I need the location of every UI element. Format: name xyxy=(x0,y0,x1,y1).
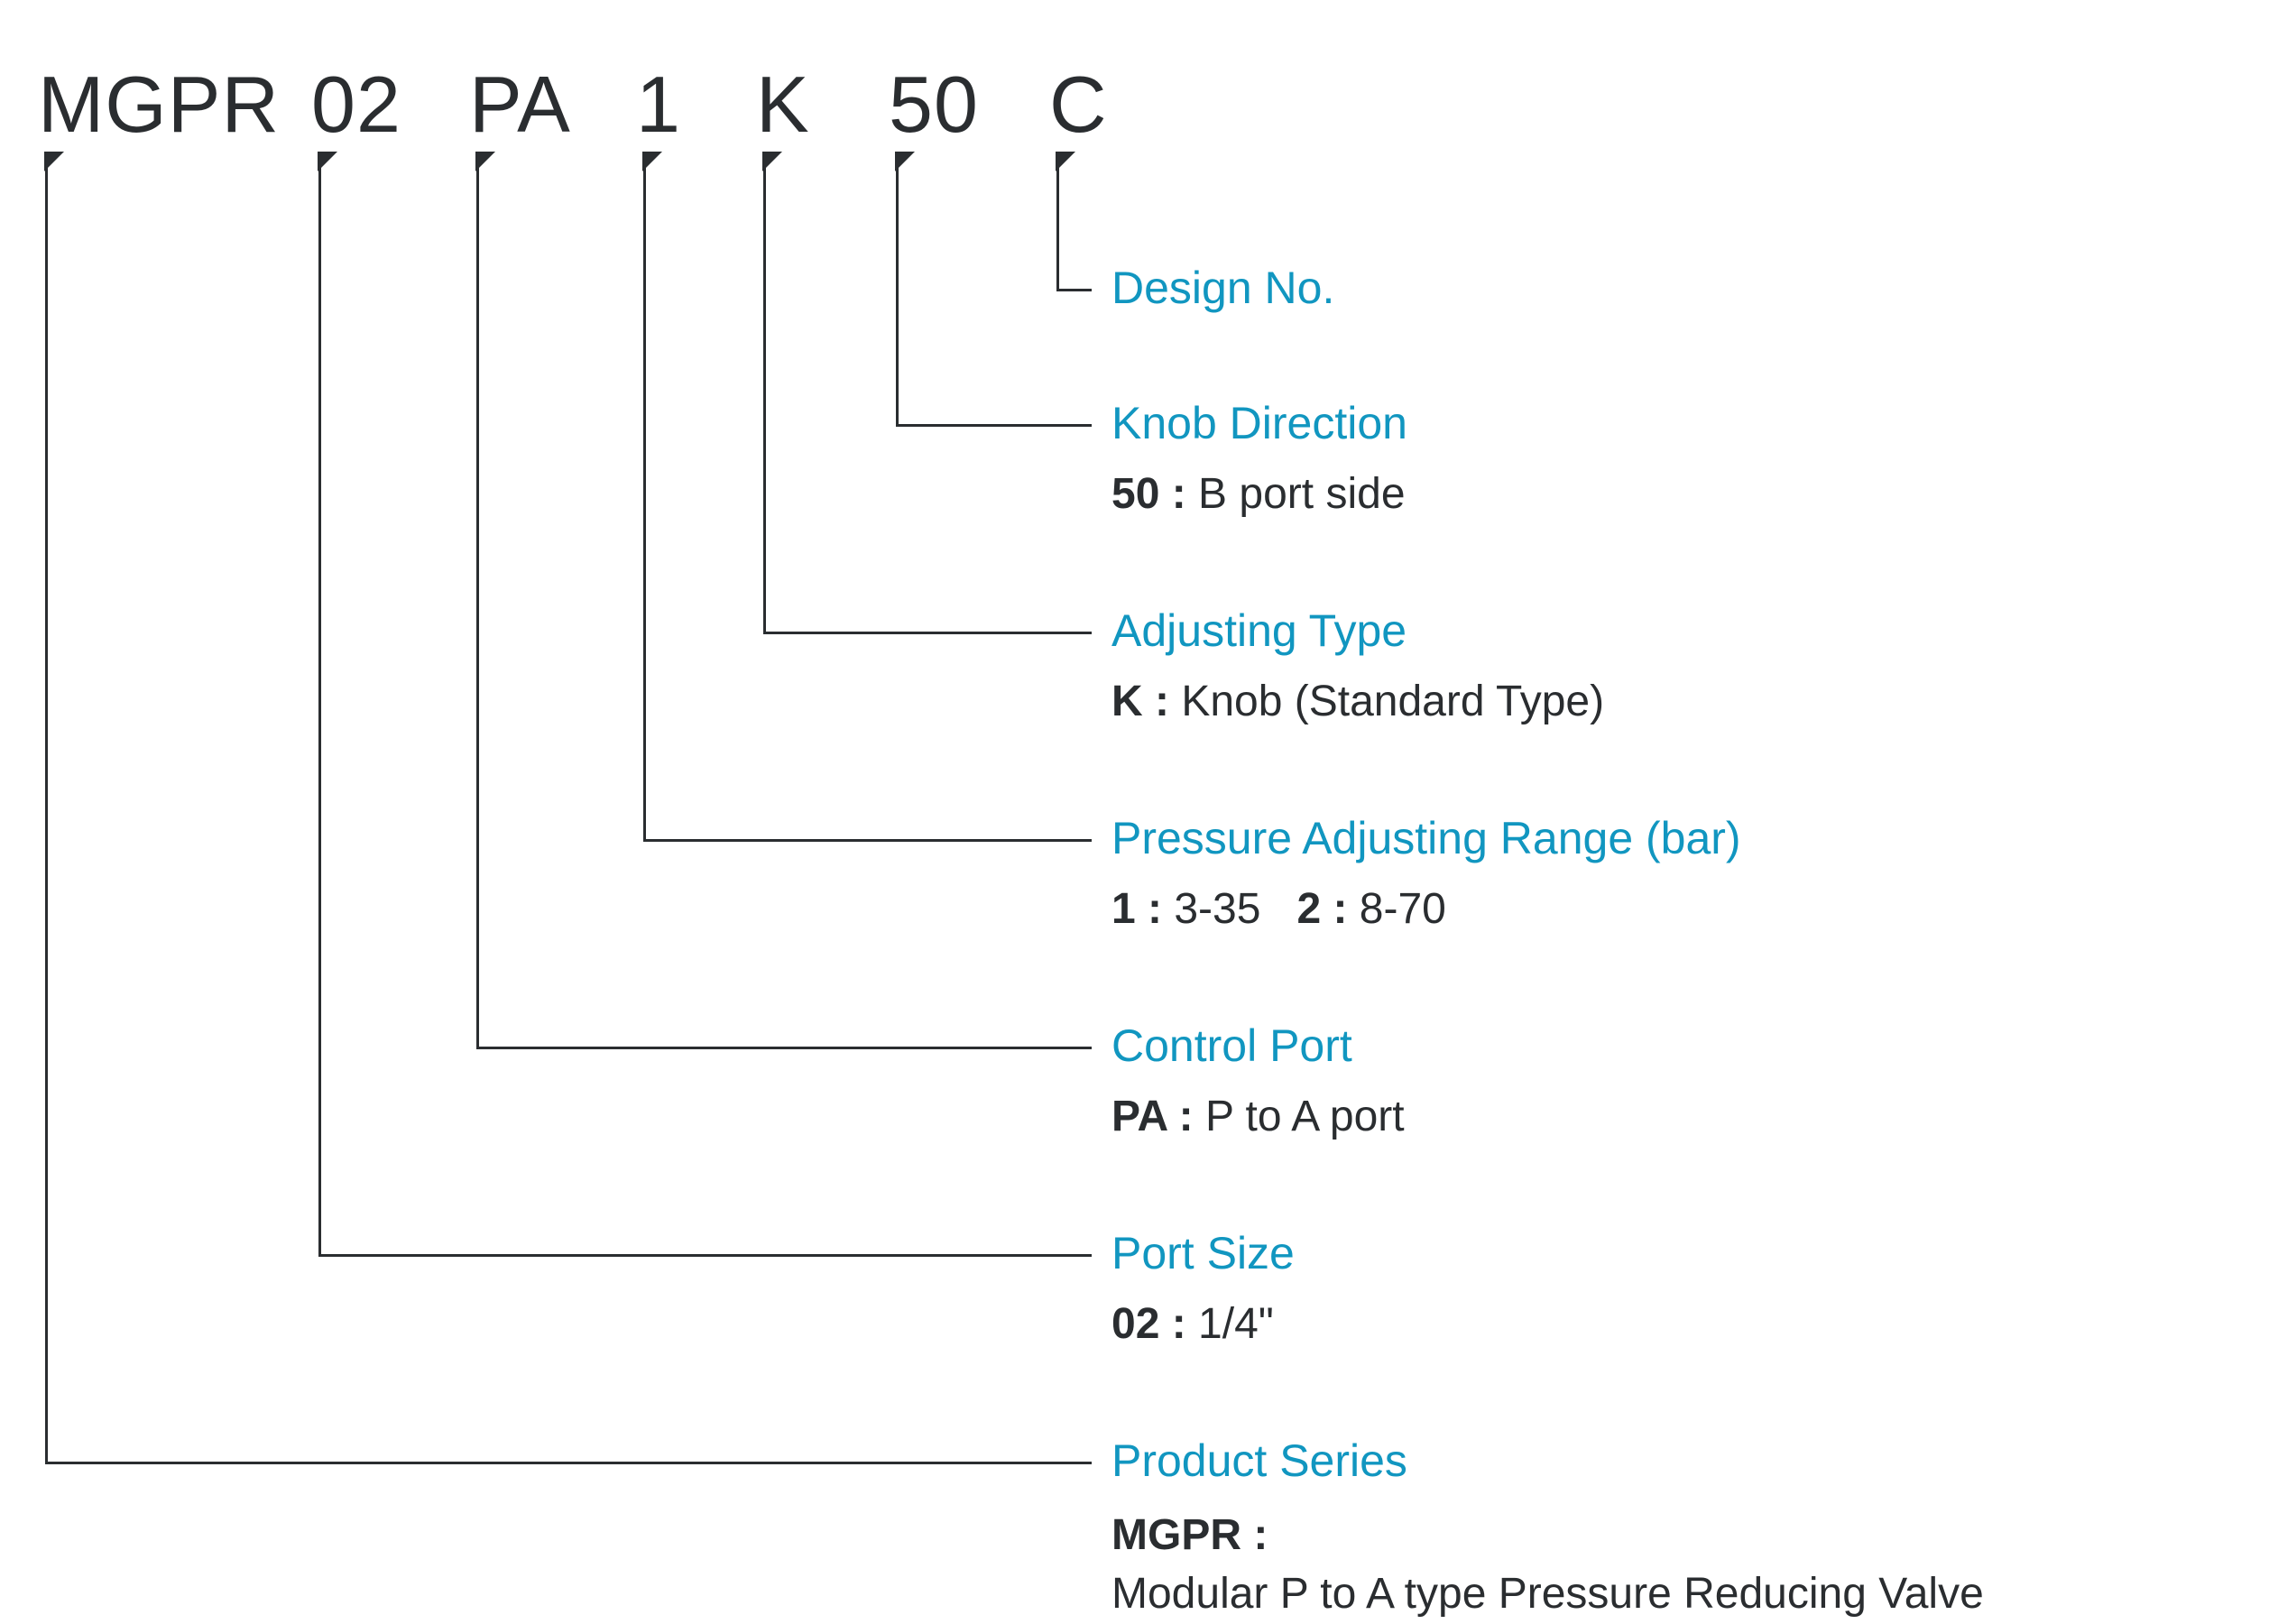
bracket-line xyxy=(643,839,1092,842)
bracket-line xyxy=(763,152,766,632)
bracket-line xyxy=(45,152,48,1462)
label-title-adjusting-type: Adjusting Type xyxy=(1111,604,1407,657)
code-segment-1: 1 xyxy=(636,59,681,151)
label-detail-control-port: PA : P to A port xyxy=(1111,1092,1405,1141)
bracket-line xyxy=(763,632,1092,634)
bracket-line xyxy=(896,424,1092,427)
bracket-line xyxy=(45,1462,1092,1464)
code-segment-pa: PA xyxy=(469,59,571,151)
code-segment-mgpr: MGPR xyxy=(38,59,280,151)
bracket-line xyxy=(476,152,479,1047)
code-segment-50: 50 xyxy=(889,59,979,151)
label-title-control-port: Control Port xyxy=(1111,1020,1352,1072)
label-title-pressure-range: Pressure Adjusting Range (bar) xyxy=(1111,812,1741,864)
bracket-line xyxy=(318,1254,1092,1257)
bracket-line xyxy=(896,152,899,424)
code-segment-02: 02 xyxy=(311,59,401,151)
bracket-line xyxy=(476,1047,1092,1049)
model-code-diagram: MGPR 02 PA 1 K 50 C Design No. Knob Dire… xyxy=(0,0,2269,1587)
label-title-design-no: Design No. xyxy=(1111,262,1334,314)
label-detail-adjusting-type: K : Knob (Standard Type) xyxy=(1111,677,1604,726)
label-detail-knob-direction: 50 : B port side xyxy=(1111,469,1406,519)
bracket-line xyxy=(1056,152,1059,289)
label-title-knob-direction: Knob Direction xyxy=(1111,397,1407,449)
label-title-product-series: Product Series xyxy=(1111,1435,1407,1487)
bracket-line xyxy=(643,152,646,839)
label-title-port-size: Port Size xyxy=(1111,1227,1295,1279)
label-detail-port-size: 02 : 1/4" xyxy=(1111,1299,1274,1349)
bracket-line xyxy=(1056,289,1092,291)
bracket-line xyxy=(318,152,321,1254)
code-segment-k: K xyxy=(756,59,810,151)
label-detail-product-series: MGPR :Modular P to A type Pressure Reduc… xyxy=(1111,1507,2239,1624)
code-segment-c: C xyxy=(1049,59,1108,151)
label-detail-pressure-range: 1 : 3-35 2 : 8-70 xyxy=(1111,884,1446,934)
